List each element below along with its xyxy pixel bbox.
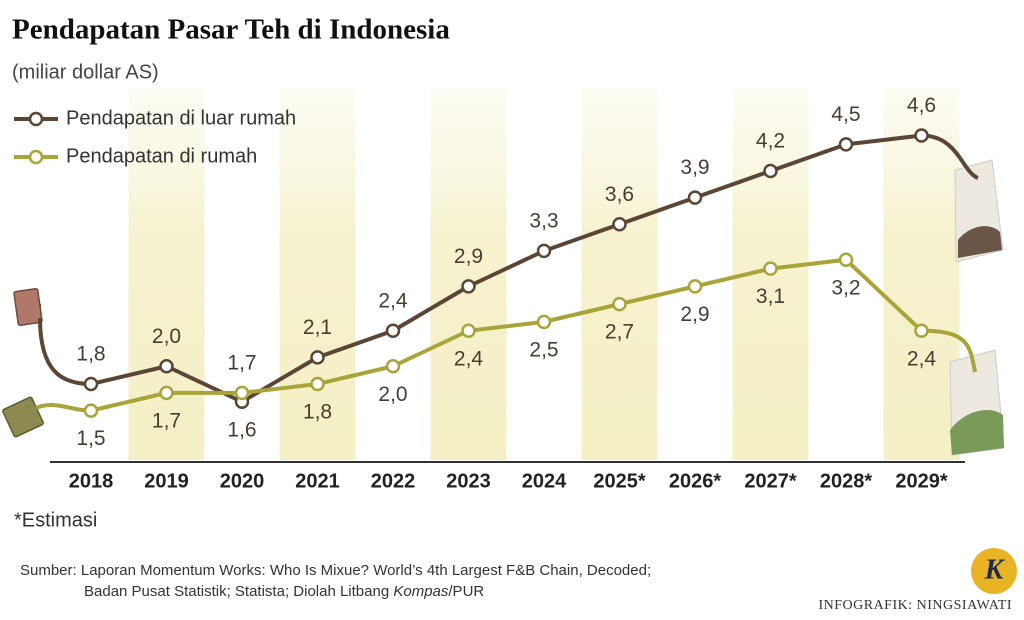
data-label: 3,6 (605, 183, 634, 206)
x-tick-label: 2024 (522, 470, 567, 492)
data-label: 3,2 (831, 276, 860, 299)
data-label: 2,9 (680, 303, 709, 326)
x-tick-label: 2027* (744, 470, 796, 492)
point-marker (914, 323, 929, 338)
x-tick-label: 2021 (295, 470, 340, 492)
point-marker (536, 243, 552, 259)
data-label: 3,3 (529, 209, 558, 232)
source-text: Kompas (393, 583, 449, 600)
point-marker (914, 128, 929, 143)
point-marker (83, 403, 99, 418)
legend-label: Pendapatan di rumah (66, 145, 257, 167)
point-marker (763, 163, 778, 179)
point-marker (310, 350, 325, 365)
point-marker (159, 385, 174, 401)
point-marker (612, 217, 627, 232)
source-line: Badan Pusat Statistik; Statista; Diolah … (84, 583, 484, 600)
source-text: /PUR (448, 583, 484, 600)
tea-leaves (958, 226, 1002, 258)
data-label: 2,4 (454, 347, 484, 370)
data-label: 2,9 (454, 245, 483, 268)
x-tick-label: 2029* (895, 470, 947, 492)
line-tail (921, 328, 977, 373)
line-tail (35, 403, 92, 413)
data-label: 4,6 (907, 94, 936, 117)
legend-label: Pendapatan di luar rumah (66, 107, 296, 129)
chart-title: Pendapatan Pasar Teh di Indonesia (12, 14, 450, 46)
column-band (279, 88, 356, 460)
legend-marker (28, 149, 44, 165)
logo-badge (971, 548, 1017, 594)
data-label: 2,0 (152, 325, 181, 348)
data-label: 2,0 (378, 383, 407, 406)
data-label: 2,7 (605, 321, 634, 344)
logo: K (984, 554, 1006, 585)
data-label: 1,7 (227, 351, 256, 374)
data-label: 2,1 (303, 316, 332, 339)
x-tick-label: 2022 (371, 470, 416, 492)
point-marker (385, 359, 401, 374)
legend-marker (28, 111, 44, 127)
point-marker (159, 359, 174, 374)
series-line (90, 257, 923, 413)
x-tick-label: 2018 (69, 470, 114, 492)
point-marker (461, 323, 476, 338)
chart-subtitle: (miliar dollar AS) (12, 61, 159, 83)
series-line (90, 133, 922, 404)
line-tail (921, 133, 979, 180)
tea-tag (13, 288, 43, 326)
line-tail (38, 317, 92, 386)
point-marker (385, 323, 401, 338)
data-label: 1,5 (76, 427, 105, 450)
point-marker (536, 314, 552, 330)
data-label: 2,4 (378, 289, 408, 312)
data-label: 4,2 (756, 130, 785, 153)
source-text: Badan Pusat Statistik; Statista; Diolah … (84, 583, 393, 600)
point-marker (612, 296, 627, 312)
x-tick-label: 2028* (820, 470, 872, 492)
x-tick-label: 2025* (593, 470, 645, 492)
tea-tag (2, 396, 44, 438)
column-band (128, 88, 205, 460)
x-tick-label: 2020 (220, 470, 265, 492)
column-band (883, 88, 960, 460)
x-tick-label: 2026* (669, 470, 721, 492)
point-marker (310, 376, 325, 392)
point-marker (234, 385, 250, 401)
note: *Estimasi (14, 509, 97, 531)
point-marker (763, 261, 778, 276)
tea-leaves (950, 410, 1004, 455)
data-label: 1,6 (227, 418, 256, 441)
data-label: 3,1 (756, 285, 785, 308)
x-tick-label: 2019 (144, 470, 189, 492)
point-marker (838, 252, 854, 267)
point-marker (838, 137, 854, 152)
x-tick-label: 2023 (446, 470, 491, 492)
column-band (581, 88, 658, 460)
data-label: 4,5 (831, 103, 860, 126)
point-marker (461, 279, 476, 294)
point-marker (83, 376, 99, 392)
data-label: 3,9 (680, 156, 709, 179)
data-label: 1,7 (152, 409, 181, 432)
data-label: 1,8 (303, 401, 332, 424)
source-line: Sumber: Laporan Momentum Works: Who Is M… (20, 562, 651, 579)
data-label: 2,4 (907, 347, 937, 370)
point-marker (687, 279, 703, 294)
data-label: 1,8 (76, 343, 105, 366)
point-marker (687, 190, 703, 205)
credit: INFOGRAFIK: NINGSIAWATI (818, 598, 1012, 613)
data-label: 2,5 (529, 338, 558, 361)
